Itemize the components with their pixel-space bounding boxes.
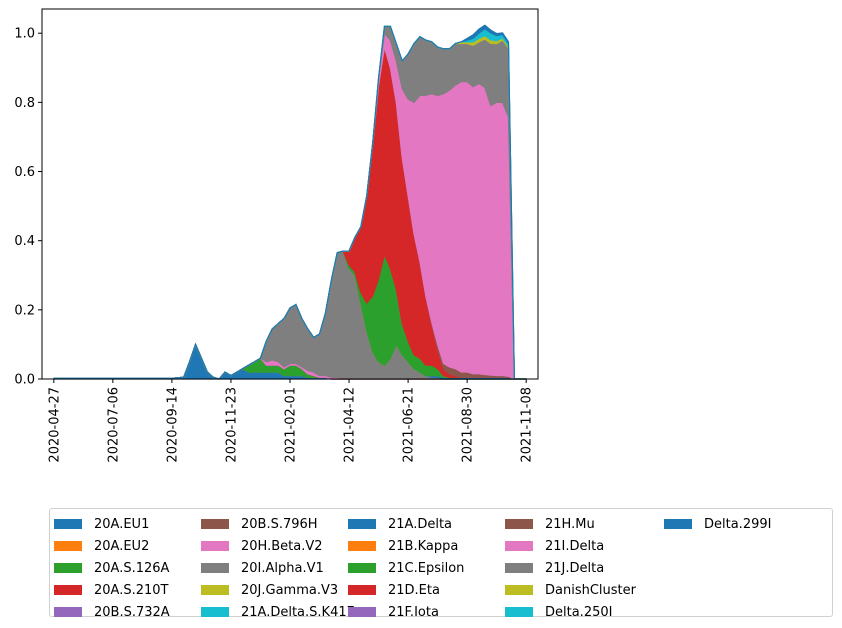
- legend-swatch: [505, 541, 533, 551]
- y-tick-label: 0.8: [14, 96, 35, 111]
- legend-label: 21D.Eta: [388, 582, 440, 598]
- legend-item: 20J.Gamma.V3: [201, 579, 348, 601]
- legend-item: 20I.Alpha.V1: [201, 557, 348, 579]
- legend-swatch: [664, 519, 692, 529]
- legend-swatch: [348, 519, 376, 529]
- legend-label: 20I.Alpha.V1: [241, 560, 324, 576]
- legend-swatch: [348, 585, 376, 595]
- legend-item: 21H.Mu: [505, 513, 664, 535]
- legend-item: [664, 557, 814, 579]
- y-tick-label: 0.4: [14, 234, 35, 249]
- stacked-area-chart: 0.00.20.40.60.81.0 2020-04-27 2020-07-06 2…: [14, 8, 539, 463]
- legend-swatch: [348, 541, 376, 551]
- x-tick-label: 2021-06-21: [402, 387, 417, 463]
- legend-item: 20B.S.796H: [201, 513, 348, 535]
- legend-swatch: [54, 607, 82, 617]
- y-axis-ticks: 0.0 0.2 0.4 0.6 0.8 1.0: [14, 27, 42, 388]
- legend-label: 20B.S.732A: [94, 604, 170, 620]
- legend-item: [664, 601, 814, 623]
- legend-swatch: [505, 607, 533, 617]
- legend-swatch: [348, 563, 376, 573]
- area-layers: [53, 24, 527, 380]
- legend-label: 20A.S.126A: [94, 560, 170, 576]
- legend-item: 21C.Epsilon: [348, 557, 505, 579]
- legend-item: Delta.299I: [664, 513, 814, 535]
- x-tick-label: 2020-04-27: [47, 387, 62, 463]
- legend-item: 20H.Beta.V2: [201, 535, 348, 557]
- legend-label: 20J.Gamma.V3: [241, 582, 339, 598]
- y-tick-label: 0.6: [14, 165, 35, 180]
- y-tick-label: 0.0: [14, 373, 35, 388]
- legend-label: 21A.Delta: [388, 516, 453, 532]
- legend-item: [664, 579, 814, 601]
- legend-label: 21F.Iota: [388, 604, 439, 620]
- legend-label: 20A.S.210T: [94, 582, 169, 598]
- legend-label: 21C.Epsilon: [388, 560, 465, 576]
- y-tick-label: 1.0: [14, 27, 35, 42]
- legend-item: DanishCluster: [505, 579, 664, 601]
- legend-item: Delta.250I: [505, 601, 664, 623]
- x-tick-label: 2021-04-12: [343, 387, 358, 463]
- legend-label: Delta.250I: [545, 604, 613, 620]
- legend-item: 21F.Iota: [348, 601, 505, 623]
- legend-label: DanishCluster: [545, 582, 636, 598]
- legend-swatch: [54, 563, 82, 573]
- x-tick-label: 2021-08-30: [461, 387, 476, 463]
- legend-item: 21D.Eta: [348, 579, 505, 601]
- x-tick-label: 2021-11-08: [520, 387, 535, 463]
- legend-label: 21B.Kappa: [388, 538, 459, 554]
- x-tick-label: 2021-02-01: [284, 387, 299, 463]
- legend-item: 20A.S.126A: [54, 557, 201, 579]
- legend-item: 20A.S.210T: [54, 579, 201, 601]
- legend-label: 20B.S.796H: [241, 516, 318, 532]
- legend-swatch: [505, 519, 533, 529]
- legend-item: 21A.Delta: [348, 513, 505, 535]
- x-tick-label: 2020-11-23: [224, 387, 239, 463]
- legend-item: 21J.Delta: [505, 557, 664, 579]
- legend-item: 21I.Delta: [505, 535, 664, 557]
- legend-swatch: [348, 607, 376, 617]
- area-delta-299i: [53, 24, 527, 380]
- legend-item: 20A.EU1: [54, 513, 201, 535]
- legend-label: 20A.EU2: [94, 538, 150, 554]
- legend-label: 21I.Delta: [545, 538, 605, 554]
- legend-item: 20A.EU2: [54, 535, 201, 557]
- legend-swatch: [54, 585, 82, 595]
- legend-label: 20H.Beta.V2: [241, 538, 323, 554]
- legend-swatch: [201, 563, 229, 573]
- legend-swatch: [201, 519, 229, 529]
- legend: 20A.EU1 20B.S.796H 21A.Delta 21H.Mu Delta.29…: [49, 508, 833, 620]
- x-tick-label: 2020-09-14: [165, 387, 180, 463]
- legend-swatch: [505, 563, 533, 573]
- legend-label: 21J.Delta: [545, 560, 605, 576]
- x-tick-label: 2020-07-06: [106, 387, 121, 463]
- legend-item: 21A.Delta.S.K417: [201, 601, 355, 623]
- legend-item: 21B.Kappa: [348, 535, 505, 557]
- legend-label: 21H.Mu: [545, 516, 595, 532]
- legend-item: 20B.S.732A: [54, 601, 201, 623]
- legend-swatch: [54, 541, 82, 551]
- legend-swatch: [201, 585, 229, 595]
- legend-swatch: [201, 541, 229, 551]
- plot-frame: [41, 8, 539, 380]
- x-axis-ticks: 2020-04-27 2020-07-06 2020-09-14 2020-11-23…: [47, 379, 535, 463]
- legend-swatch: [54, 519, 82, 529]
- legend-label: 20A.EU1: [94, 516, 150, 532]
- legend-swatch: [201, 607, 229, 617]
- legend-item: [664, 535, 814, 557]
- legend-label: Delta.299I: [704, 516, 772, 532]
- legend-swatch: [505, 585, 533, 595]
- y-tick-label: 0.2: [14, 303, 35, 318]
- legend-label: 21A.Delta.S.K417: [241, 604, 355, 620]
